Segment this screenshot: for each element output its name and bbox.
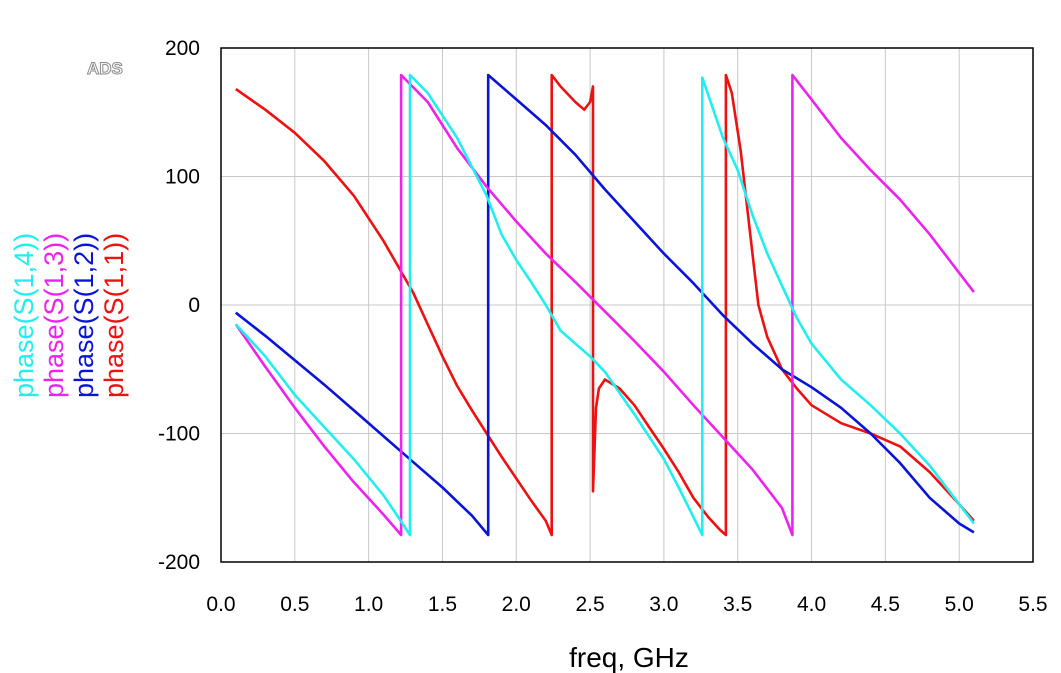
x-tick-label: 4.0 — [797, 593, 826, 616]
y-tick-label: 200 — [165, 37, 200, 60]
series-group — [234, 73, 975, 537]
legend-entry: phase(S(1,2)) — [69, 233, 99, 398]
legend-entry: phase(S(1,1)) — [99, 233, 129, 398]
legend: phase(S(1,4))phase(S(1,3))phase(S(1,2))p… — [9, 233, 129, 398]
x-tick-label: 5.0 — [945, 593, 974, 616]
series-line-phase-s-1-1 — [235, 73, 975, 537]
legend-entry: phase(S(1,4)) — [9, 233, 39, 398]
x-tick-label: 0.0 — [206, 593, 235, 616]
x-axis-label: freq, GHz — [569, 642, 689, 673]
plot-frame — [220, 47, 1034, 563]
x-tick-label: 3.5 — [723, 593, 752, 616]
legend-entry: phase(S(1,3)) — [39, 233, 69, 398]
legend-text: phase(S(1,4))phase(S(1,3))phase(S(1,2))p… — [9, 233, 129, 398]
x-tick-labels: 0.0 0.5 1.0 1.5 2.0 2.5 3.0 3.5 4.0 4.5 5.0 5.5 — [206, 593, 1047, 616]
series-line-phase-s-1-4 — [234, 73, 975, 537]
y-tick-label: 100 — [165, 166, 200, 189]
x-tick-label: 4.5 — [871, 593, 900, 616]
ads-watermark: ADS — [87, 59, 123, 78]
x-tick-label: 1.0 — [354, 593, 383, 616]
x-tick-label: 1.5 — [428, 593, 457, 616]
x-tick-label: 2.0 — [502, 593, 531, 616]
y-tick-label: 0 — [188, 294, 200, 317]
y-tick-label: -100 — [158, 423, 200, 446]
y-tick-labels: 200 100 0 -100 -200 — [158, 37, 200, 574]
series-line-phase-s-1-2 — [234, 73, 975, 537]
x-tick-label: 3.0 — [649, 593, 678, 616]
series-line-phase-s-1-3 — [234, 73, 975, 537]
x-tick-label: 0.5 — [280, 593, 309, 616]
grid-lines — [220, 47, 1034, 563]
y-tick-label: -200 — [158, 551, 200, 574]
x-tick-label: 2.5 — [575, 593, 604, 616]
x-tick-label: 5.5 — [1018, 593, 1047, 616]
